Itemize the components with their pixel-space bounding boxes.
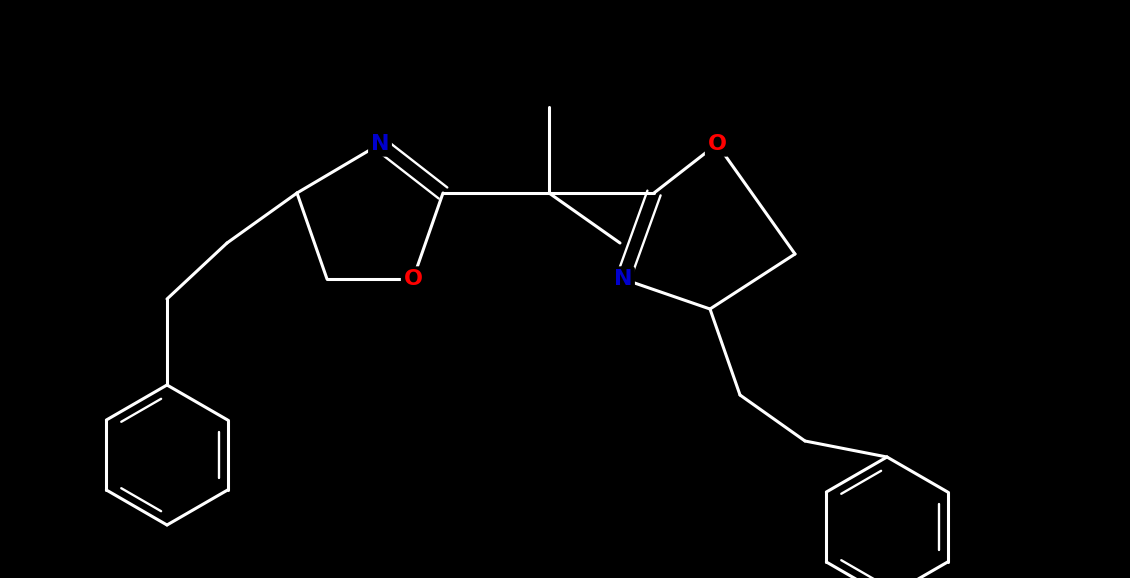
Text: N: N (371, 134, 389, 154)
Text: O: O (403, 269, 423, 289)
Text: O: O (707, 134, 727, 154)
Text: N: N (614, 269, 633, 289)
